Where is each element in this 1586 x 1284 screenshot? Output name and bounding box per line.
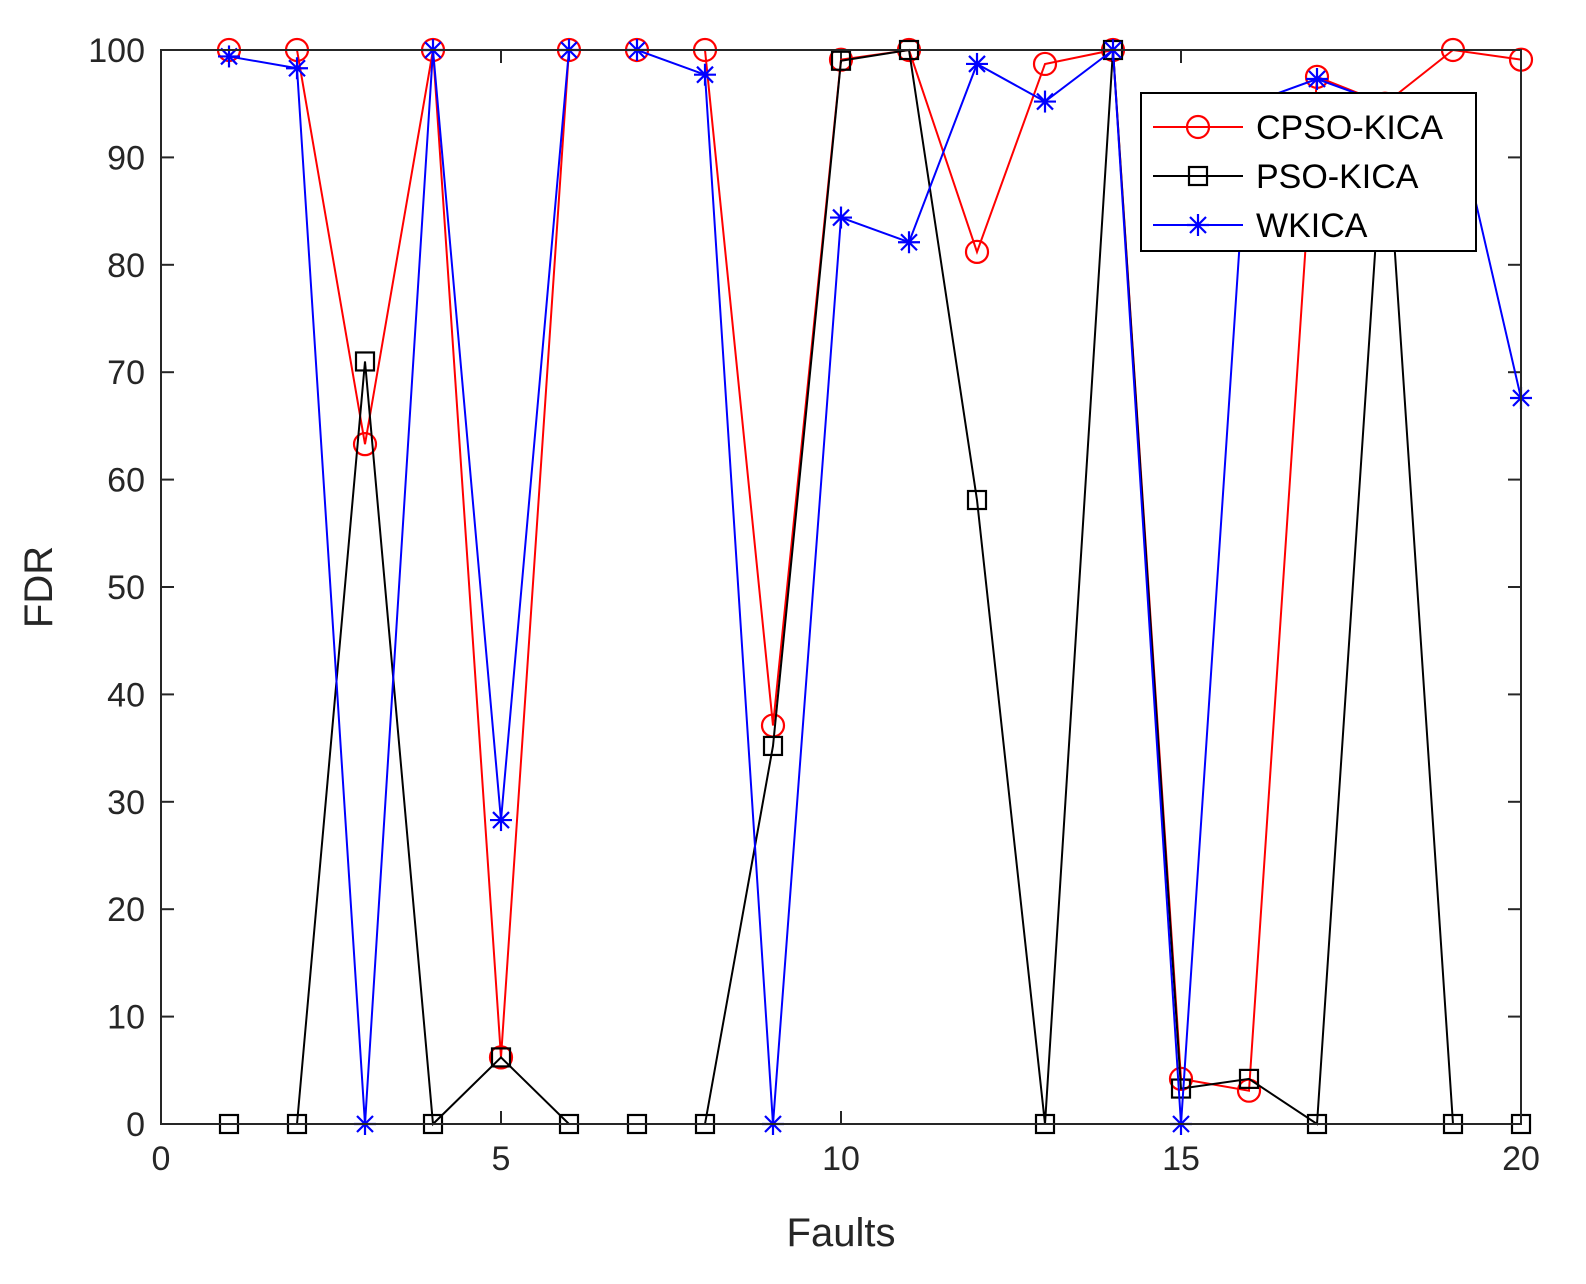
- x-tick-label: 10: [822, 1140, 860, 1178]
- series-layer: [216, 37, 1534, 1135]
- y-tick-label: 20: [107, 891, 145, 929]
- legend-marker-cpso-kica: [1185, 114, 1211, 140]
- y-tick-label: 70: [107, 354, 145, 392]
- data-point-wkica: [1034, 90, 1056, 113]
- legend: CPSO-KICA PSO-KICA WKICA: [1140, 92, 1477, 252]
- legend-label: PSO-KICA: [1256, 158, 1419, 196]
- legend-item-wkica: WKICA: [1153, 207, 1368, 245]
- series-wkica: [218, 39, 1532, 1135]
- legend-item-pso-kica: PSO-KICA: [1153, 158, 1419, 196]
- y-tick-label: 30: [107, 784, 145, 822]
- x-axis-label: Faults: [787, 1211, 896, 1255]
- plot-frame: [160, 49, 1522, 1125]
- y-tick-label: 40: [107, 676, 145, 714]
- y-tick-label: 60: [107, 462, 145, 500]
- x-tick-label: 15: [1162, 1140, 1200, 1178]
- x-tick-label: 20: [1502, 1140, 1540, 1178]
- data-point-pso-kica: [1238, 1068, 1260, 1089]
- data-point-cpso-kica: [352, 432, 378, 457]
- data-point-pso-kica: [830, 50, 852, 71]
- legend-marker-pso-kica: [1187, 165, 1209, 187]
- data-point-cpso-kica: [488, 1045, 514, 1070]
- series-line-wkica: [228, 48, 1522, 1125]
- y-tick-label: 90: [107, 139, 145, 177]
- data-point-wkica: [966, 52, 988, 75]
- data-point-wkica: [694, 63, 716, 86]
- y-axis-label: FDR: [17, 546, 61, 628]
- y-tick-label: 0: [126, 1106, 145, 1144]
- data-point-pso-kica: [966, 489, 988, 511]
- data-point-pso-kica: [490, 1047, 512, 1068]
- data-point-cpso-kica: [1032, 51, 1058, 77]
- y-tick-label: 100: [88, 32, 145, 70]
- data-point-cpso-kica: [964, 239, 990, 265]
- data-point-wkica: [898, 231, 920, 254]
- data-point-pso-kica: [354, 351, 376, 372]
- x-tick-label: 5: [492, 1140, 511, 1178]
- y-tick-label: 50: [107, 569, 145, 607]
- legend-label: WKICA: [1256, 207, 1368, 245]
- y-tick-label: 10: [107, 999, 145, 1037]
- legend-item-cpso-kica: CPSO-KICA: [1153, 109, 1443, 147]
- legend-marker-wkica: [1187, 214, 1209, 236]
- data-point-wkica: [1306, 67, 1328, 90]
- data-point-pso-kica: [762, 735, 784, 757]
- data-point-wkica: [286, 57, 308, 80]
- legend-items: CPSO-KICA PSO-KICA WKICA: [1153, 109, 1443, 245]
- data-point-wkica: [830, 206, 852, 229]
- y-tick-label: 80: [107, 247, 145, 285]
- tick-labels: 0 5 10 15 20 0 10 20 30 40 50 60 70 80 90 100: [88, 32, 1540, 1178]
- data-point-pso-kica: [1170, 1078, 1192, 1099]
- data-point-cpso-kica: [1168, 1066, 1194, 1091]
- data-point-wkica: [490, 809, 512, 832]
- series-line-pso-kica: [229, 48, 1521, 1127]
- data-point-wkica: [218, 45, 240, 68]
- x-tick-label: 0: [152, 1140, 171, 1178]
- legend-label: CPSO-KICA: [1256, 109, 1443, 147]
